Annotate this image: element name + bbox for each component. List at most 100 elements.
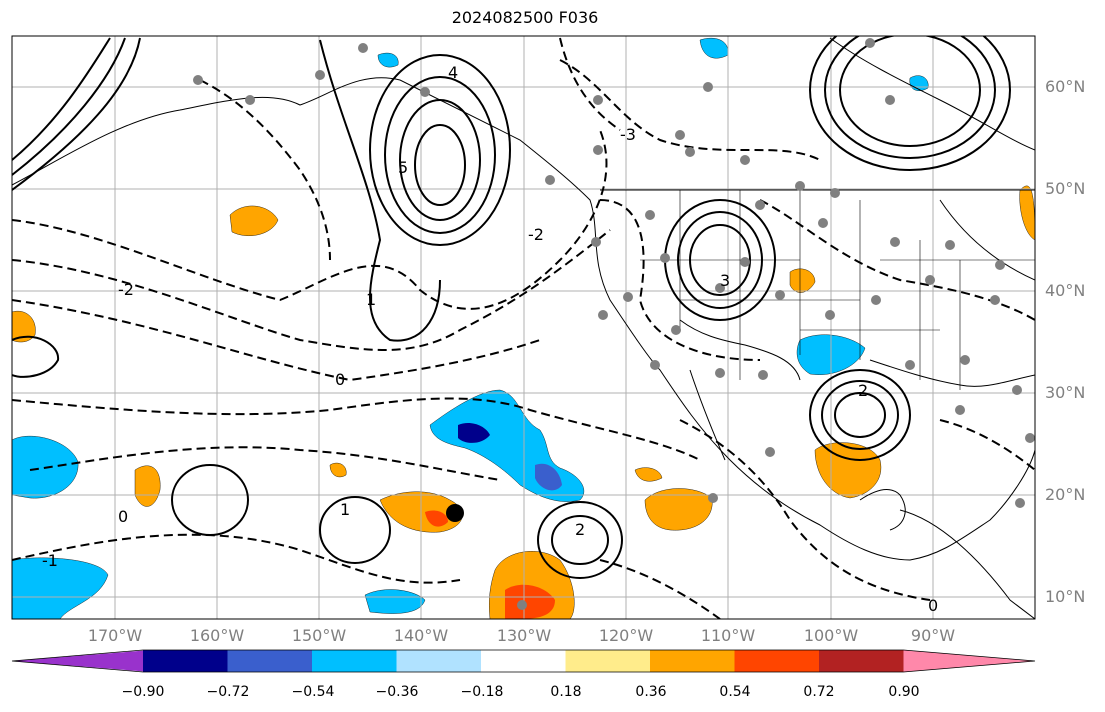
- lon-label: 110°W: [700, 626, 756, 645]
- coastline: [689, 369, 726, 461]
- colorbar-swatch: [650, 650, 735, 672]
- colorbar-swatch: [312, 650, 397, 672]
- contour-label: 3: [720, 271, 730, 290]
- contour: [537, 501, 623, 579]
- contour: [599, 199, 761, 361]
- contour: [12, 533, 461, 584]
- contour-label: 4: [448, 63, 458, 82]
- contour-label: -1: [42, 551, 58, 570]
- contour: [821, 380, 899, 450]
- station-dot: [708, 493, 718, 503]
- contour: [29, 446, 501, 481]
- station-dot: [598, 310, 608, 320]
- station-dot: [871, 295, 881, 305]
- contour: [599, 559, 721, 619]
- contour-label: 0: [928, 596, 938, 615]
- contour: [834, 392, 886, 438]
- contour: [551, 515, 609, 565]
- lon-label: 160°W: [189, 626, 245, 645]
- colorbar-tick: 0.72: [803, 684, 835, 700]
- contour: [809, 369, 911, 461]
- station-dot: [671, 325, 681, 335]
- lat-label: 30°N: [1045, 383, 1086, 402]
- station-dot: [755, 200, 765, 210]
- contour-label: 0: [335, 370, 345, 389]
- lon-label: 130°W: [496, 626, 552, 645]
- station-dot: [740, 257, 750, 267]
- colorbar-swatch: [143, 650, 228, 672]
- contour: [824, 36, 996, 159]
- station-dot: [990, 295, 1000, 305]
- station-dots: [193, 38, 1035, 610]
- contour-label: 2: [575, 520, 585, 539]
- gridlines: [12, 36, 1035, 619]
- station-dot: [795, 181, 805, 191]
- colorbar-tick: 0.90: [888, 684, 920, 700]
- station-dot: [1025, 433, 1035, 443]
- colorbar-tick: −0.36: [375, 684, 419, 700]
- contour: [559, 59, 821, 161]
- station-dot: [885, 95, 895, 105]
- station-dot: [740, 155, 750, 165]
- contour: [939, 419, 1035, 471]
- shade-orange: [12, 310, 36, 343]
- contour: [199, 79, 331, 261]
- shade-blue: [377, 52, 399, 68]
- contour-label: 1: [366, 290, 376, 309]
- colorbar-tick: 0.36: [635, 684, 667, 700]
- contour: [12, 37, 126, 176]
- contour: [559, 37, 621, 131]
- contour-label: 5: [398, 158, 408, 177]
- contour-label: -3: [620, 125, 636, 144]
- station-dot: [517, 600, 527, 610]
- shade-red: [505, 584, 555, 619]
- map-frame: [11, 35, 1036, 620]
- contour-label: 1: [340, 500, 350, 519]
- shade-orange: [644, 488, 713, 531]
- lon-label: 140°W: [393, 626, 449, 645]
- station-dot: [865, 38, 875, 48]
- station-dot: [715, 368, 725, 378]
- station-dot: [591, 237, 601, 247]
- lon-label: 170°W: [87, 626, 143, 645]
- station-dot: [660, 253, 670, 263]
- shade-blue: [364, 589, 426, 614]
- lon-label: 150°W: [291, 626, 347, 645]
- contour: [399, 99, 481, 221]
- contour: [171, 464, 249, 536]
- colorbar-swatch: [734, 650, 819, 672]
- contour: [12, 37, 111, 161]
- shade-orange: [329, 462, 347, 478]
- station-dot: [818, 218, 828, 228]
- colorbar-swatch: [565, 650, 650, 672]
- shade-red: [425, 510, 448, 527]
- contour: [809, 36, 1011, 171]
- lon-label: 100°W: [803, 626, 859, 645]
- lat-label: 20°N: [1045, 485, 1086, 504]
- colorbar-swatch: [481, 650, 566, 672]
- shaded-regions: [12, 37, 1035, 619]
- lat-label: 40°N: [1045, 281, 1086, 300]
- shade-blue: [12, 557, 109, 619]
- contours-dashed: [12, 37, 1035, 619]
- colorbar-tick: −0.54: [291, 684, 335, 700]
- contour: [319, 496, 391, 564]
- station-dot: [315, 70, 325, 80]
- colorbar-swatch: [819, 650, 904, 672]
- station-dot: [960, 355, 970, 365]
- colorbar-swatch: [227, 650, 312, 672]
- colorbar-swatch: [396, 650, 481, 672]
- coastline: [859, 489, 906, 531]
- colorbar-tick: −0.72: [206, 684, 250, 700]
- lon-label: 120°W: [598, 626, 654, 645]
- contour-label: -2: [528, 225, 544, 244]
- station-dot: [623, 292, 633, 302]
- coastline: [899, 509, 1035, 619]
- contour: [677, 211, 763, 309]
- coastline: [829, 37, 1035, 151]
- station-dot: [905, 360, 915, 370]
- location-marker: [446, 504, 464, 522]
- contour: [12, 335, 60, 378]
- colorbar-tick: −0.18: [460, 684, 504, 700]
